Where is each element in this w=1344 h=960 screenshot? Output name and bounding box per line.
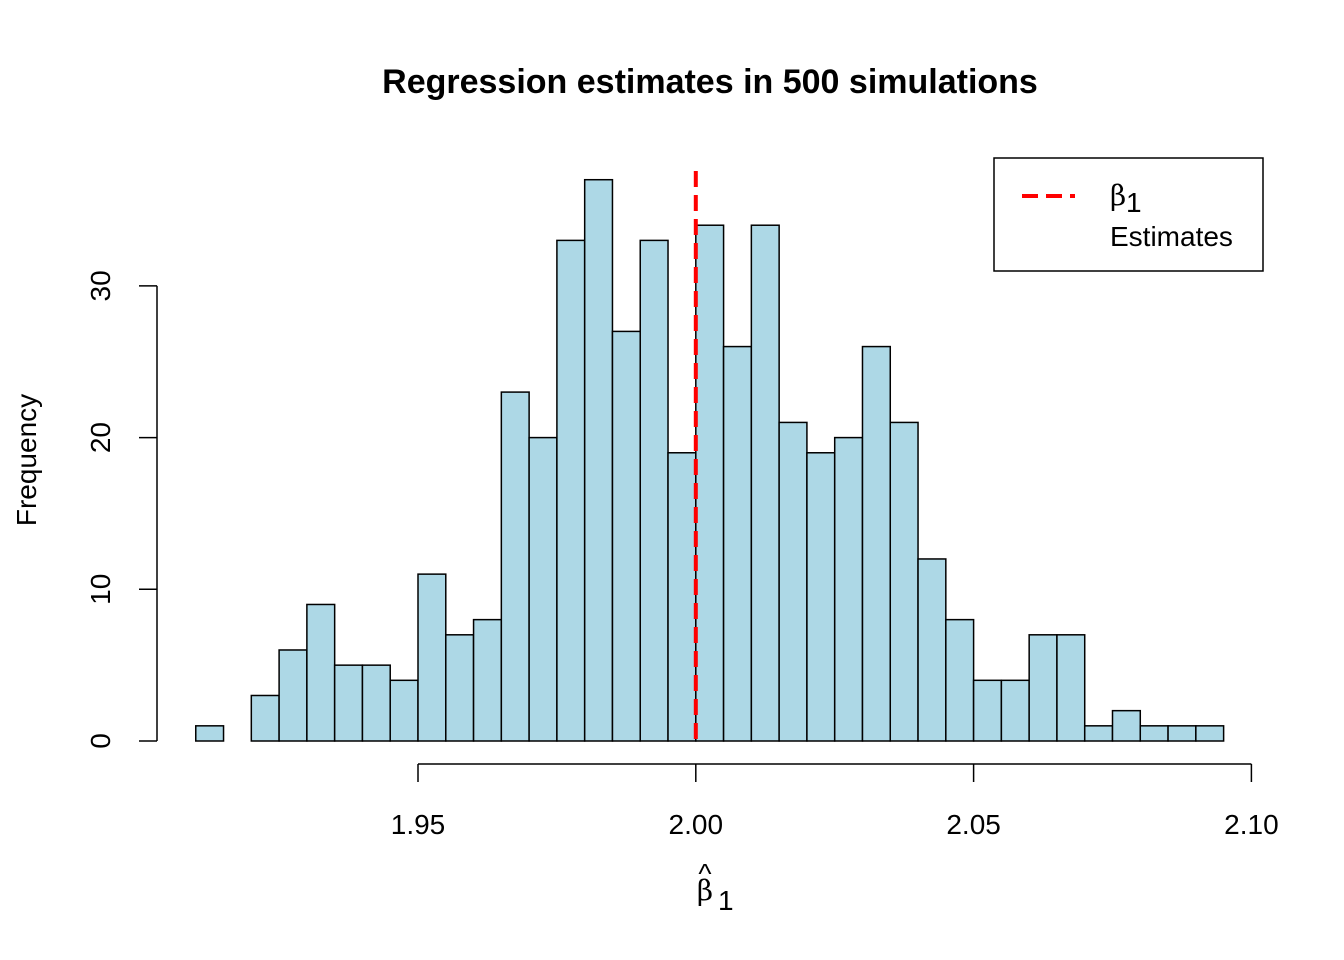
histogram-bar <box>917 558 947 742</box>
histogram-bar <box>583 178 614 742</box>
histogram-bar <box>417 573 447 742</box>
x-axis: 1.95 2.00 2.05 2.10 <box>391 763 1279 840</box>
histogram-bar <box>556 239 586 742</box>
x-axis-label-symbol: β <box>697 874 713 907</box>
legend-label-beta-subscript: 1 <box>1126 187 1142 218</box>
y-tick-label: 30 <box>85 270 116 301</box>
histogram-bar <box>945 618 975 742</box>
histogram-bar <box>972 679 1003 742</box>
histogram-bar <box>667 452 697 742</box>
histogram-bar <box>1056 634 1086 742</box>
histogram-bar <box>1139 725 1169 742</box>
legend: β 1 Estimates <box>993 157 1264 272</box>
histogram-bar <box>750 224 780 742</box>
histogram-bar <box>250 694 280 742</box>
histogram-bar <box>722 345 753 742</box>
histogram-bar <box>333 664 364 742</box>
histogram-bar <box>195 725 225 742</box>
histogram-bar <box>1028 634 1058 742</box>
histogram-bar <box>472 618 503 742</box>
histogram-bar <box>695 224 725 742</box>
histogram-bar <box>528 436 558 742</box>
legend-box <box>993 157 1264 272</box>
histogram-bar <box>500 391 530 742</box>
x-axis-label: ^ β 1 <box>697 858 734 916</box>
histogram-bar <box>1000 679 1030 742</box>
histogram-bars <box>195 178 1225 742</box>
histogram-bar <box>1195 725 1225 742</box>
histogram-bar <box>861 345 892 742</box>
histogram-bar <box>806 452 836 742</box>
legend-label-beta: β <box>1110 179 1126 212</box>
y-tick-label: 20 <box>85 422 116 453</box>
histogram-bar <box>778 421 808 742</box>
x-axis-label-hat: ^ <box>698 858 711 889</box>
x-tick-label: 1.95 <box>391 809 446 840</box>
y-axis-label: Frequency <box>11 394 42 526</box>
histogram-bar <box>1111 709 1142 742</box>
histogram-bar <box>361 664 391 742</box>
histogram-bar <box>1167 725 1197 742</box>
x-axis-label-subscript: 1 <box>718 885 734 916</box>
x-tick-label: 2.00 <box>669 809 724 840</box>
histogram-bar <box>639 239 669 742</box>
x-tick-label: 2.10 <box>1224 809 1279 840</box>
histogram-bar <box>278 649 308 742</box>
histogram-bar <box>1083 725 1114 742</box>
y-axis: 0 10 20 30 <box>85 270 158 749</box>
histogram-bar <box>833 436 864 742</box>
y-tick-label: 10 <box>85 574 116 605</box>
legend-label-estimates: Estimates <box>1110 221 1233 252</box>
x-tick-label: 2.05 <box>946 809 1001 840</box>
histogram-bar <box>611 330 641 742</box>
histogram-bar <box>445 634 475 742</box>
y-tick-label: 0 <box>85 733 116 749</box>
chart-title: Regression estimates in 500 simulations <box>382 63 1038 101</box>
histogram-bar <box>889 421 919 742</box>
histogram-bar <box>389 679 419 742</box>
histogram-bar <box>306 603 336 742</box>
